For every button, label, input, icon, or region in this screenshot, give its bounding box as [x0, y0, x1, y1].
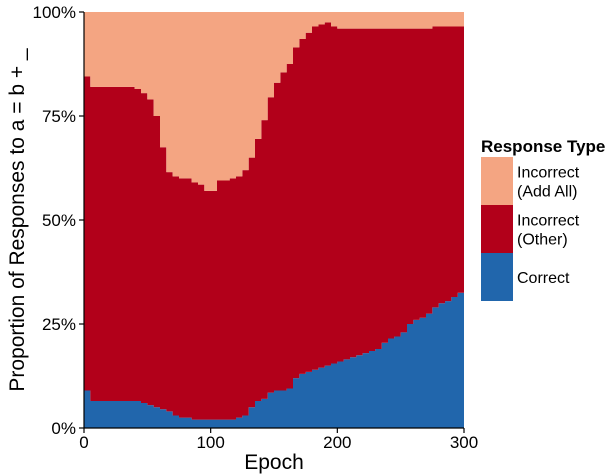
- y-axis-title: Proportion of Responses to a = b + _: [6, 48, 29, 392]
- legend-item-other: Incorrect (Other): [481, 205, 580, 253]
- y-tick-label: 0%: [51, 419, 76, 438]
- legend-label: Incorrect: [517, 165, 580, 182]
- legend: Response Type Incorrect(Add All)Incorrec…: [481, 137, 605, 301]
- legend-label: Incorrect: [517, 213, 580, 230]
- legend-title: Response Type: [481, 137, 605, 156]
- legend-item-add_all: Incorrect (Add All): [481, 157, 580, 205]
- x-tick-label: 100: [196, 433, 224, 452]
- legend-label: Correct: [517, 270, 570, 287]
- x-tick-label: 300: [450, 433, 478, 452]
- legend-label: (Other): [517, 232, 568, 249]
- legend-swatch-other: [481, 205, 513, 253]
- axes: 0 100 200 300 0% 25% 50% 75% 100%: [33, 3, 479, 452]
- area-correct: [84, 282, 464, 428]
- y-tick-label: 50%: [42, 211, 76, 230]
- area-add_all: [84, 12, 464, 191]
- y-tick-label: 75%: [42, 107, 76, 126]
- legend-item-correct: Correct: [481, 253, 570, 301]
- y-tick-label: 25%: [42, 315, 76, 334]
- legend-swatch-correct: [481, 253, 513, 301]
- x-axis-title: Epoch: [244, 451, 304, 474]
- legend-items: Incorrect (Add All) Incorrect (Other) Correc…: [481, 157, 580, 301]
- x-tick-label: 200: [323, 433, 351, 452]
- legend-swatch-add_all: [481, 157, 513, 205]
- x-tick-label: 0: [79, 433, 88, 452]
- legend-label: (Add All): [517, 184, 577, 201]
- y-tick-label: 100%: [33, 3, 76, 22]
- area-other: [84, 22, 464, 420]
- plot-area: [84, 12, 464, 428]
